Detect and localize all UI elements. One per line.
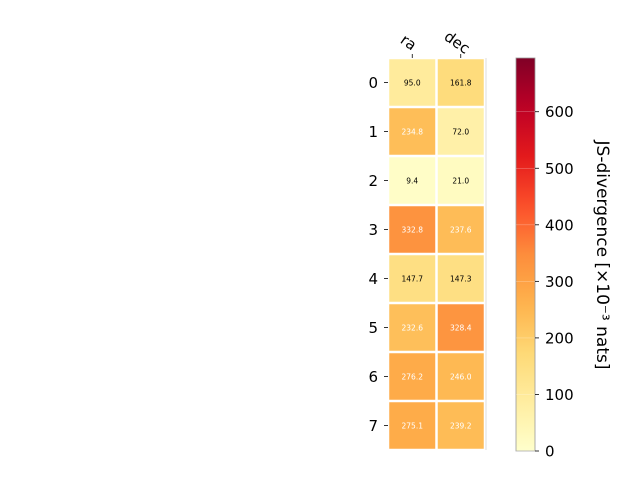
colorbar-tick-label: 600	[545, 103, 574, 121]
heatmap-cell	[437, 255, 484, 302]
y-axis-ticks: 0 1 2 3 4 5 6 7	[368, 74, 388, 435]
cell-value-label: 147.7	[402, 275, 424, 284]
cell-value-label: 161.8	[450, 79, 472, 88]
heatmap-cell	[437, 402, 484, 449]
x-axis-ticks: ra dec	[397, 27, 473, 58]
cell-value-label: 232.6	[402, 324, 424, 333]
heatmap-cell	[437, 206, 484, 253]
cell-value-label: 21.0	[452, 177, 469, 186]
y-tick-label: 0	[368, 74, 378, 92]
heatmap-cell	[389, 108, 436, 155]
cell-value-label: 237.6	[450, 226, 472, 235]
cell-value-label: 276.2	[402, 373, 424, 382]
colorbar-gradient	[515, 57, 536, 452]
heatmap-cell	[389, 402, 436, 449]
colorbar-tick-label: 300	[545, 273, 574, 291]
colorbar-tick-label: 400	[545, 216, 574, 234]
colorbar-tick-label: 200	[545, 329, 574, 347]
y-tick-label: 1	[368, 123, 378, 141]
heatmap-cell	[389, 206, 436, 253]
y-tick-label: 6	[368, 368, 378, 386]
heatmap-area: 95.0 161.8 234.8 72.0 9.4 21.0 332.8 237.6 147.7…	[389, 58, 487, 450]
heatmap-cell	[437, 157, 484, 204]
cell-value-label: 72.0	[452, 128, 469, 137]
heatmap-cell	[437, 59, 484, 106]
y-tick-label: 5	[368, 319, 378, 337]
colorbar: 0 100 200 300 400 500 600	[515, 57, 574, 461]
x-tick-label: dec	[441, 27, 473, 57]
y-tick-label: 3	[368, 221, 378, 239]
x-tick-label: ra	[397, 31, 420, 55]
cell-value-label: 234.8	[402, 128, 424, 137]
colorbar-tick-label: 0	[545, 443, 555, 461]
cell-value-label: 95.0	[404, 79, 421, 88]
cell-value-label: 332.8	[402, 226, 424, 235]
heatmap-cell	[389, 59, 436, 106]
colorbar-tick-label: 100	[545, 386, 574, 404]
heatmap-cell	[437, 353, 484, 400]
cell-value-label: 9.4	[406, 177, 418, 186]
y-tick-label: 2	[368, 172, 378, 190]
heatmap-cell	[389, 353, 436, 400]
cell-value-label: 239.2	[450, 422, 472, 431]
cell-value-label: 275.1	[402, 422, 424, 431]
heatmap-cell	[437, 108, 484, 155]
heatmap-cell	[389, 255, 436, 302]
cell-value-label: 147.3	[450, 275, 472, 284]
heatmap-cell	[389, 304, 436, 351]
heatmap-cell	[389, 157, 436, 204]
y-tick-label: 4	[368, 270, 378, 288]
y-tick-label: 7	[368, 417, 378, 435]
heatmap-cell	[437, 304, 484, 351]
cell-value-label: 328.4	[450, 324, 472, 333]
colorbar-tick-label: 500	[545, 160, 574, 178]
colorbar-label: JS-divergence [×10⁻³ nats]	[592, 140, 612, 370]
cell-value-label: 246.0	[450, 373, 472, 382]
